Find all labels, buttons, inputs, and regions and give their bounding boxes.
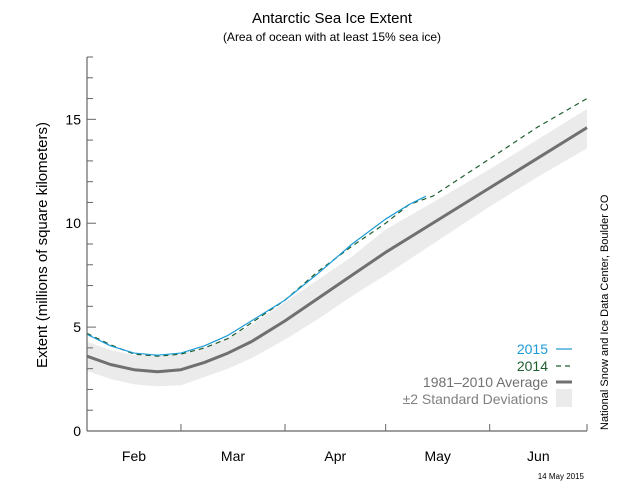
x-tick-label: Feb xyxy=(122,448,146,464)
std-dev-band xyxy=(87,108,587,387)
y-tick-label: 10 xyxy=(65,215,81,231)
y-tick-label: 5 xyxy=(73,319,81,335)
chart-subtitle: (Area of ocean with at least 15% sea ice… xyxy=(223,30,441,44)
x-tick-label: Jun xyxy=(527,448,550,464)
y-tick-label: 15 xyxy=(65,111,81,127)
x-tick-label: May xyxy=(424,448,450,464)
date-stamp: 14 May 2015 xyxy=(538,472,585,481)
credit-text: National Snow and Ice Data Center, Bould… xyxy=(599,194,611,430)
legend-label-2014: 2014 xyxy=(517,358,548,374)
legend-label-std: ±2 Standard Deviations xyxy=(403,391,548,407)
legend-label-average: 1981–2010 Average xyxy=(423,374,548,390)
x-tick-label: Apr xyxy=(324,448,346,464)
legend: 2015 2014 1981–2010 Average ±2 Standard … xyxy=(403,341,572,407)
y-tick-label: 0 xyxy=(73,423,81,439)
legend-marker-std xyxy=(556,389,572,407)
y-axis-label: Extent (millions of square kilometers) xyxy=(34,122,51,368)
chart-title: Antarctic Sea Ice Extent xyxy=(252,10,413,27)
average-line xyxy=(86,126,588,374)
series-2014-line xyxy=(86,98,588,357)
legend-label-2015: 2015 xyxy=(517,341,548,357)
x-tick-label: Mar xyxy=(221,448,245,464)
series-2015-line xyxy=(86,195,427,356)
